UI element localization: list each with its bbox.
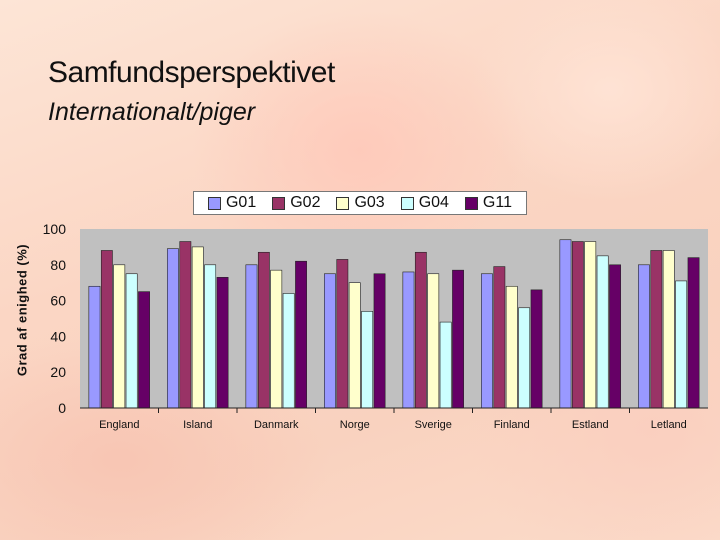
bar [204,264,217,409]
y-tick-label: 60 [50,293,66,309]
bar [687,257,700,409]
legend-label: G11 [482,194,512,211]
legend-swatch [207,196,221,210]
bar [584,241,597,409]
bar [191,246,204,409]
bar [518,307,531,409]
y-tick-label: 40 [50,328,66,344]
bar [650,250,663,409]
y-tick-label: 100 [43,221,67,237]
bar [88,285,101,409]
y-tick-label: 20 [50,364,66,380]
legend-swatch [464,196,478,210]
x-tick-label: Island [183,419,212,431]
legend-swatch [400,196,414,210]
bar [505,285,518,409]
y-axis-label: Grad af enighed (%) [14,243,30,377]
bar [402,271,415,409]
legend-swatch [336,196,350,210]
bar [125,273,138,409]
legend-item: G03 [336,194,385,212]
bar [348,282,361,409]
bar [571,241,584,409]
bar [662,250,675,409]
bar [179,241,192,409]
x-tick-label: Estland [572,419,609,431]
bar [361,311,374,409]
x-tick-label: Letland [651,419,687,431]
bar [245,264,258,409]
bar [167,248,179,409]
legend-item: G04 [400,194,449,212]
bar [530,289,543,409]
legend-label: G02 [290,194,321,211]
legend-label: G04 [418,194,449,211]
bar [638,264,650,409]
bar [216,277,229,409]
bar [257,251,270,409]
bar [609,264,621,409]
bar [282,293,295,409]
slide-title: Samfundsperspektivet [48,56,335,89]
legend-label: G01 [225,194,257,211]
slide-subtitle: Internationalt/piger [48,98,256,126]
y-tick-label: 80 [50,257,66,273]
bar [481,273,493,409]
bar [452,269,464,409]
bar [270,269,283,409]
chart-legend: G01 G02 G03 G04 G11 [193,191,527,215]
bar [675,280,688,409]
bar [427,273,440,409]
bar [336,259,349,409]
x-tick-label: Sverige [415,419,452,431]
bar [138,291,150,409]
legend-label: G03 [354,194,385,211]
x-tick-label: Norge [340,419,370,431]
bar [113,264,126,409]
bar [100,250,113,409]
legend-item: G01 [207,194,257,212]
bar [414,251,427,409]
bar [559,239,572,409]
bar [295,260,307,409]
bar [373,273,386,409]
legend-swatch [272,196,286,210]
x-tick-label: Finland [494,419,530,431]
legend-item: G11 [464,194,512,212]
y-tick-label: 0 [58,400,66,416]
legend-item: G02 [272,194,320,212]
bar [493,266,506,409]
bar [324,273,336,409]
bar [439,321,452,409]
x-tick-label: Danmark [254,419,299,431]
bar [596,255,609,409]
x-tick-label: England [99,419,139,431]
